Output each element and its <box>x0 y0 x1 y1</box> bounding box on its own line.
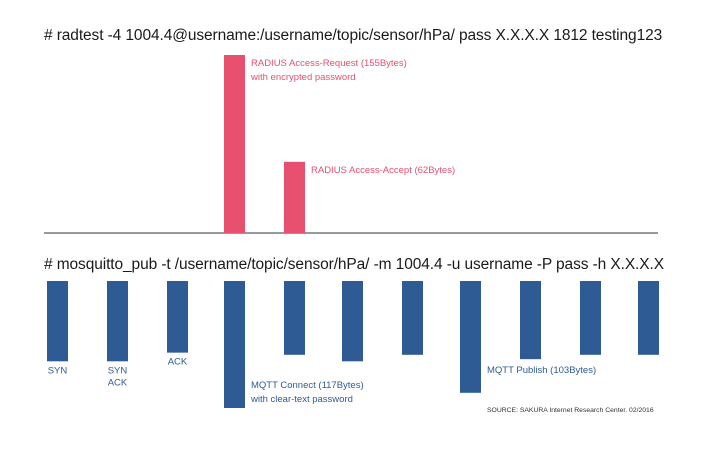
mqtt-bar-label-mqtt-publish-103bytes: MQTT Publish (103Bytes) <box>487 365 596 376</box>
radius-bar-1 <box>224 55 245 233</box>
mqtt-bar-6 <box>342 281 363 362</box>
mqtt-bar-3 <box>167 281 188 353</box>
radius-bar-2 <box>284 161 305 233</box>
mqtt-bar-label-mqtt-connect-117bytes: MQTT Connect (117Bytes) <box>251 380 364 391</box>
mqtt-bar-1 <box>47 281 68 362</box>
mqtt-bar-5 <box>284 281 305 355</box>
radius-bar-label-radius-access-request-155bytes: RADIUS Access-Request (155Bytes) <box>251 58 407 69</box>
mqtt-bar-2 <box>107 281 128 362</box>
radtest-command: # radtest -4 1004.4@username:/username/t… <box>44 27 663 44</box>
mqtt-bar-7 <box>402 281 423 355</box>
mqtt-bar-10 <box>580 281 601 355</box>
mqtt-bar-8 <box>460 281 481 393</box>
radius-bars: RADIUS Access-Request (155Bytes) with enc… <box>224 55 455 233</box>
mqtt-bar-label-syn: SYN <box>48 365 68 376</box>
mqtt-bar-label-syn: SYN <box>108 365 128 376</box>
mqtt-bar-label-with-clear-text-password: with clear-text password <box>250 394 353 405</box>
mqtt-bar-11 <box>638 281 659 355</box>
mqtt-bar-4 <box>224 281 245 408</box>
source-note: SOURCE: SAKURA Internet Research Center.… <box>487 407 654 414</box>
radius-bar-label-with-encrypted-password: with encrypted password <box>250 72 356 83</box>
mosquitto-command: # mosquitto_pub -t /username/topic/senso… <box>44 256 664 273</box>
radius-bar-label-radius-access-accept-62bytes: RADIUS Access-Accept (62Bytes) <box>311 165 455 176</box>
mqtt-bar-label-ack: ACK <box>168 357 188 368</box>
mqtt-bar-9 <box>520 281 541 360</box>
mqtt-bar-label-ack: ACK <box>108 377 128 388</box>
